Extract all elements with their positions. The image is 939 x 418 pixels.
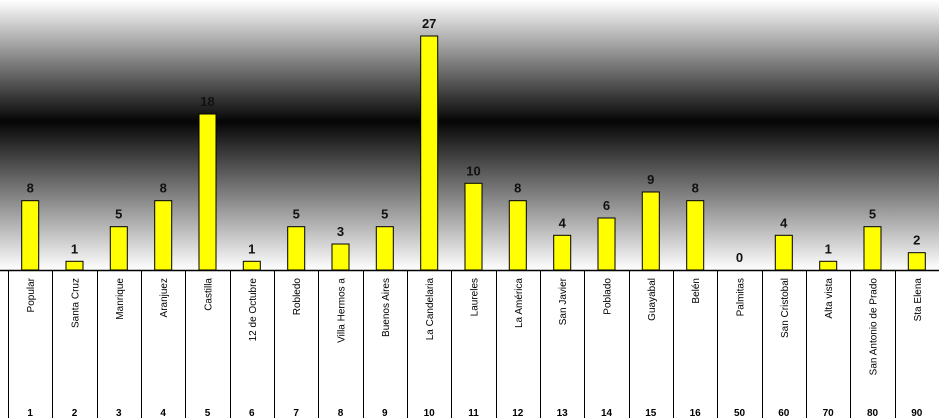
category-code: 3: [116, 408, 122, 418]
category-label: Guayabal: [647, 278, 658, 321]
category-code: 16: [690, 408, 702, 418]
bar: [819, 260, 838, 271]
bar: [774, 234, 793, 271]
data-labels: 8 1 5 8 18 1 5 3 5 27 10 8 4 6 9 8 0 4 1 5 2: [27, 16, 921, 265]
bar: [641, 191, 660, 271]
data-label: 1: [825, 241, 832, 256]
category-table-grid: [8, 270, 896, 418]
data-label: 18: [200, 94, 214, 109]
category-labels: Popular Santa Cruz Manrique Aranjuez Castill…: [26, 277, 924, 375]
category-code: 80: [867, 408, 879, 418]
category-code: 5: [205, 408, 211, 418]
bar: [863, 226, 882, 271]
data-label: 9: [647, 172, 654, 187]
bar: [597, 217, 616, 271]
data-label: 5: [381, 207, 388, 222]
category-label: Robledo: [292, 278, 303, 316]
bar-series: [21, 35, 926, 271]
category-code: 10: [424, 408, 436, 418]
category-code: 70: [823, 408, 835, 418]
category-code: 4: [160, 408, 166, 418]
bar: [287, 226, 306, 271]
category-code: 1: [27, 408, 33, 418]
data-label: 5: [115, 207, 122, 222]
category-code: 8: [338, 408, 344, 418]
bar: [508, 200, 527, 271]
category-label: Castilla: [204, 278, 215, 311]
category-code: 50: [734, 408, 746, 418]
category-code: 7: [293, 408, 299, 418]
data-label: 27: [422, 16, 436, 31]
data-label: 8: [27, 181, 34, 196]
bar: [242, 260, 261, 271]
bar: [198, 113, 217, 271]
category-label: 12 de Octubre: [248, 278, 259, 342]
bar: [464, 182, 483, 271]
category-code: 2: [72, 408, 78, 418]
bar: [109, 226, 128, 271]
category-label: Buenos Aires: [381, 278, 392, 337]
data-label: 1: [248, 241, 255, 256]
bar: [375, 226, 394, 271]
bar: [686, 200, 705, 271]
bar: [65, 260, 84, 271]
data-label: 5: [293, 207, 300, 222]
bar: [553, 234, 572, 271]
category-codes: 1 2 3 4 5 6 7 8 9 10 11 12 13 14 15 16 50 60 70 80 90: [27, 408, 922, 418]
category-code: 15: [645, 408, 657, 418]
category-code: 90: [911, 408, 923, 418]
data-label: 5: [869, 207, 876, 222]
category-code: 60: [778, 408, 790, 418]
category-code: 14: [601, 408, 613, 418]
data-label: 6: [603, 198, 610, 213]
category-label: Santa Cruz: [71, 278, 82, 328]
data-label: 2: [913, 233, 920, 248]
bar: [331, 243, 350, 271]
category-code: 11: [468, 408, 479, 418]
category-label: Palmitas: [736, 278, 747, 316]
data-label: 3: [337, 224, 344, 239]
data-label: 10: [466, 163, 480, 178]
category-label: Laureles: [470, 278, 481, 316]
data-label: 4: [780, 215, 788, 230]
category-label: Belén: [691, 278, 702, 304]
category-code: 6: [249, 408, 255, 418]
category-label: Aranjuez: [159, 278, 170, 317]
bar: [21, 200, 40, 271]
data-label: 8: [692, 181, 699, 196]
category-label: La América: [514, 278, 525, 328]
category-code: 13: [557, 408, 569, 418]
category-label: Alta vista: [824, 278, 835, 319]
bar: [154, 200, 173, 271]
category-label: San Javier: [558, 277, 569, 325]
data-label: 8: [514, 181, 521, 196]
category-label: Poblado: [603, 278, 614, 315]
bar: [907, 252, 926, 271]
data-label: 4: [559, 215, 567, 230]
category-label: Manrique: [115, 278, 126, 320]
category-label: San Cristobal: [780, 278, 791, 338]
category-label: Popular: [26, 277, 37, 312]
bar: [420, 35, 439, 271]
data-label: 8: [160, 181, 167, 196]
category-code: 12: [512, 408, 524, 418]
category-label: Sta Elena: [913, 278, 924, 322]
category-label: La Candelaria: [425, 278, 436, 341]
category-code: 9: [382, 408, 388, 418]
category-label: San Antonio de Prado: [869, 278, 880, 376]
data-label: 0: [736, 250, 743, 265]
category-label: Villa Hermos a: [337, 278, 348, 343]
data-label: 1: [71, 241, 78, 256]
